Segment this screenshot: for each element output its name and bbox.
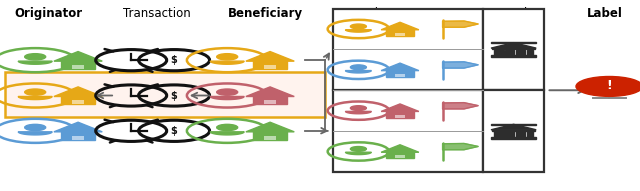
Bar — [387, 29, 413, 36]
Polygon shape — [211, 61, 244, 64]
Bar — [387, 111, 413, 118]
Bar — [527, 50, 533, 56]
Polygon shape — [19, 132, 52, 135]
Polygon shape — [346, 111, 371, 114]
Polygon shape — [491, 124, 536, 130]
Text: Private Data: Private Data — [364, 7, 436, 20]
Bar — [253, 96, 287, 104]
Polygon shape — [346, 152, 371, 155]
Polygon shape — [491, 43, 536, 48]
Bar — [491, 124, 536, 125]
Polygon shape — [54, 52, 102, 61]
Bar — [483, 90, 544, 172]
Polygon shape — [381, 22, 419, 30]
Bar — [491, 137, 536, 139]
Polygon shape — [246, 122, 294, 132]
Polygon shape — [381, 63, 419, 71]
Text: Transaction: Transaction — [123, 7, 191, 20]
Bar — [527, 131, 533, 138]
Circle shape — [25, 89, 45, 95]
Bar — [519, 50, 525, 56]
Bar — [387, 152, 413, 158]
Polygon shape — [211, 96, 244, 100]
Bar — [264, 65, 276, 69]
Polygon shape — [443, 143, 478, 150]
Bar — [264, 136, 276, 140]
Polygon shape — [381, 145, 419, 152]
Bar — [505, 131, 511, 138]
Bar — [61, 96, 95, 104]
FancyBboxPatch shape — [5, 72, 325, 117]
Polygon shape — [19, 96, 52, 100]
Bar — [492, 130, 535, 131]
Text: $: $ — [171, 126, 177, 136]
Text: !: ! — [607, 79, 612, 92]
Bar — [72, 136, 84, 140]
Bar — [61, 131, 95, 140]
Bar — [396, 74, 404, 77]
Circle shape — [351, 65, 366, 70]
Bar — [483, 9, 544, 90]
Polygon shape — [443, 62, 478, 68]
Circle shape — [576, 77, 640, 96]
Bar — [253, 131, 287, 140]
Bar — [264, 100, 276, 104]
Polygon shape — [211, 132, 244, 135]
Bar — [497, 131, 504, 138]
Bar — [387, 70, 413, 77]
Bar — [516, 131, 522, 138]
Text: Originator: Originator — [14, 7, 82, 20]
Polygon shape — [19, 61, 52, 64]
Bar — [333, 9, 483, 172]
Circle shape — [25, 124, 45, 131]
Polygon shape — [443, 103, 478, 109]
Bar — [494, 50, 500, 56]
Polygon shape — [246, 87, 294, 96]
Text: Label: Label — [587, 7, 623, 20]
Circle shape — [217, 54, 237, 60]
Polygon shape — [346, 30, 371, 32]
Bar — [492, 48, 535, 49]
Bar — [491, 55, 536, 57]
Bar — [508, 131, 515, 138]
Bar — [61, 61, 95, 69]
Circle shape — [217, 89, 237, 95]
Polygon shape — [54, 87, 102, 96]
Bar — [508, 50, 515, 56]
Bar — [519, 131, 525, 138]
Circle shape — [351, 24, 366, 29]
Bar — [396, 33, 404, 36]
Bar — [72, 65, 84, 69]
Text: $: $ — [171, 55, 177, 65]
Bar — [72, 100, 84, 104]
Bar — [516, 50, 522, 56]
Bar — [497, 50, 504, 56]
Polygon shape — [54, 122, 102, 132]
Bar — [494, 131, 500, 138]
Polygon shape — [381, 104, 419, 111]
Circle shape — [351, 106, 366, 110]
Bar — [253, 61, 287, 69]
Bar — [491, 42, 536, 43]
Text: Beneficiary: Beneficiary — [228, 7, 303, 20]
Circle shape — [25, 54, 45, 60]
Polygon shape — [346, 70, 371, 73]
Text: Bank: Bank — [502, 7, 532, 20]
Polygon shape — [246, 52, 294, 61]
Text: $: $ — [171, 91, 177, 100]
Bar — [396, 115, 404, 118]
Circle shape — [217, 124, 237, 131]
Polygon shape — [443, 21, 478, 27]
Circle shape — [351, 146, 366, 151]
Bar — [505, 50, 511, 56]
Bar — [396, 155, 404, 158]
